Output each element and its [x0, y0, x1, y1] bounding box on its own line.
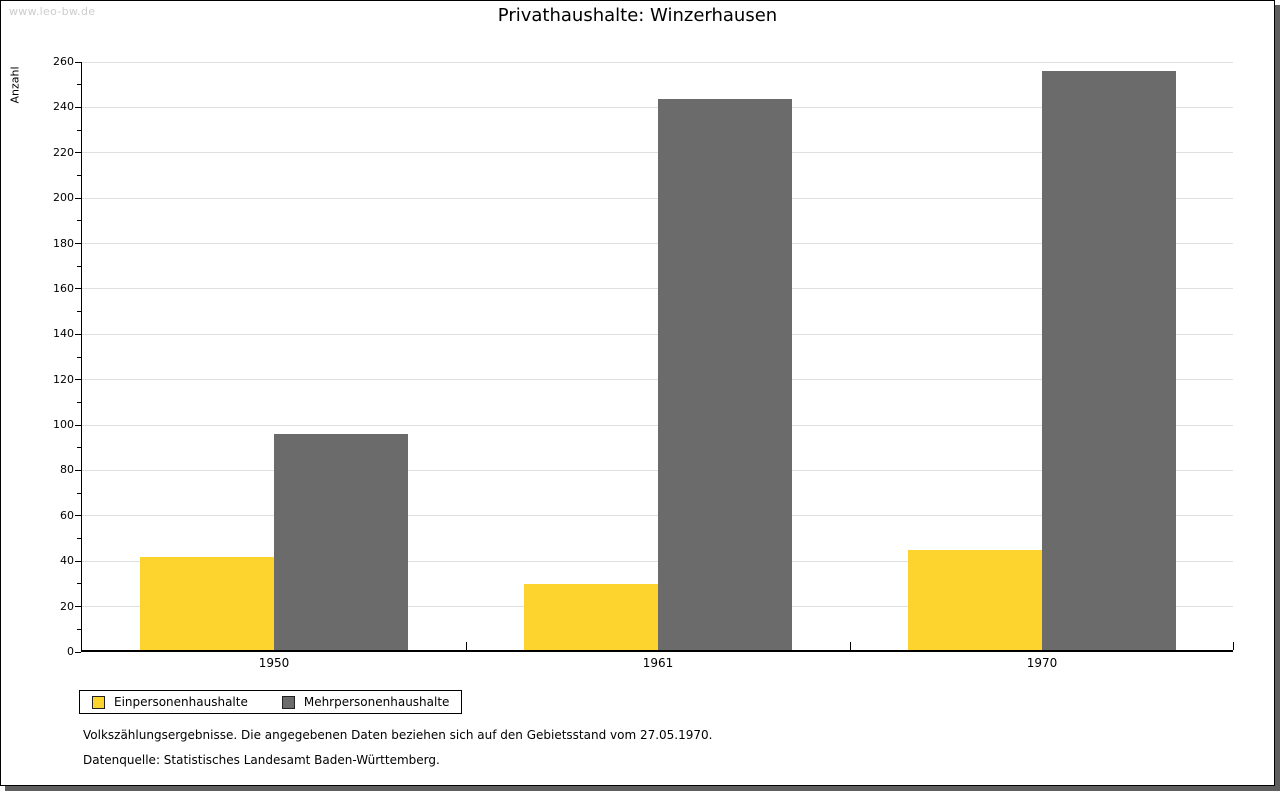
y-axis-minor-tick: [77, 311, 81, 313]
gridline: [82, 560, 1233, 562]
plot-area: 0 20 40 60 80 100 120 140 160 180 200 220 240 260 1950…: [53, 55, 1234, 670]
y-axis-tick: [75, 333, 81, 335]
y-axis-tick-label: 120: [53, 372, 74, 386]
y-axis-tick: [75, 424, 81, 426]
y-axis-tick: [75, 515, 81, 517]
y-axis-tick: [75, 197, 81, 199]
y-axis-tick: [75, 379, 81, 381]
gridline: [82, 243, 1233, 245]
gridline: [82, 61, 1233, 63]
y-axis-tick-label: 100: [53, 418, 74, 432]
y-axis-tick-label: 240: [53, 100, 74, 114]
y-axis-tick: [75, 651, 81, 653]
chart-title: Privathaushalte: Winzerhausen: [497, 5, 778, 26]
y-axis-tick: [75, 61, 81, 63]
y-axis-tick: [75, 560, 81, 562]
y-axis-minor-tick: [77, 84, 81, 86]
y-axis-minor-tick: [77, 538, 81, 540]
y-axis-tick-label: 60: [60, 508, 74, 522]
y-axis-minor-tick: [77, 583, 81, 585]
y-axis-label: Anzahl: [8, 66, 22, 104]
y-axis-tick-label: 260: [53, 55, 74, 68]
gridline: [82, 197, 1233, 199]
gridline: [82, 424, 1233, 426]
gridline: [82, 152, 1233, 154]
y-axis-minor-tick: [77, 628, 81, 630]
y-axis-tick-label: 0: [67, 645, 74, 658]
y-axis-tick-label: 160: [53, 281, 74, 295]
y-axis-tick-label: 20: [60, 599, 74, 613]
y-axis-tick: [75, 106, 81, 108]
gridline: [82, 515, 1233, 517]
legend-swatch: [92, 695, 105, 709]
gridline: [82, 333, 1233, 335]
x-axis-category-label: 1970: [1026, 656, 1058, 670]
legend-swatch: [281, 695, 295, 709]
x-axis-tick: [850, 642, 851, 650]
bar-einpersonen-1970: [908, 550, 1042, 650]
bar-einpersonen-1961: [524, 584, 658, 650]
y-axis-tick-label: 40: [60, 554, 74, 568]
y-axis-tick: [75, 152, 81, 154]
y-axis-tick-label: 140: [53, 327, 74, 341]
y-axis-minor-tick: [77, 265, 81, 267]
y-axis-minor-tick: [77, 174, 81, 176]
y-axis-tick: [75, 288, 81, 290]
y-axis-tick-label: 80: [60, 463, 74, 477]
y-axis-minor-tick: [77, 401, 81, 403]
gridline: [82, 469, 1233, 471]
y-axis-tick: [75, 469, 81, 471]
legend-label: Mehrpersonenhaushalte: [303, 695, 450, 709]
bar-einpersonen-1950: [140, 556, 274, 650]
bar-mehrpersonen-1961: [658, 98, 792, 650]
y-axis-minor-tick: [77, 129, 81, 131]
gridline: [82, 288, 1233, 290]
bar-mehrpersonen-1950: [274, 434, 408, 650]
y-axis-tick: [75, 606, 81, 608]
legend-label: Einpersonenhaushalte: [114, 695, 248, 709]
y-axis-tick-label: 180: [53, 236, 74, 250]
x-axis-tick: [1233, 642, 1234, 650]
x-axis-category-label: 1950: [258, 656, 290, 670]
bar-mehrpersonen-1970: [1042, 71, 1176, 650]
y-axis-tick-label: 200: [53, 191, 74, 205]
y-axis-tick-label: 220: [53, 145, 74, 159]
x-axis-tick: [466, 642, 467, 650]
legend-item: Mehrpersonenhaushalte: [281, 695, 450, 709]
gridline: [82, 379, 1233, 381]
y-axis-minor-tick: [77, 447, 81, 449]
legend: Einpersonenhaushalte Mehrpersonenhaushalt…: [79, 690, 463, 714]
y-axis-tick: [75, 243, 81, 245]
y-axis-minor-tick: [77, 220, 81, 222]
y-axis-minor-tick: [77, 356, 81, 358]
y-axis-minor-tick: [77, 492, 81, 494]
watermark: www.leo-bw.de: [9, 5, 96, 18]
gridline: [82, 106, 1233, 108]
x-axis-category-label: 1961: [642, 656, 674, 670]
footnote-line-2: Datenquelle: Statistisches Landesamt Bad…: [83, 753, 440, 767]
footnote-line-1: Volkszählungsergebnisse. Die angegebenen…: [83, 728, 713, 742]
legend-item: Einpersonenhaushalte: [92, 695, 248, 709]
